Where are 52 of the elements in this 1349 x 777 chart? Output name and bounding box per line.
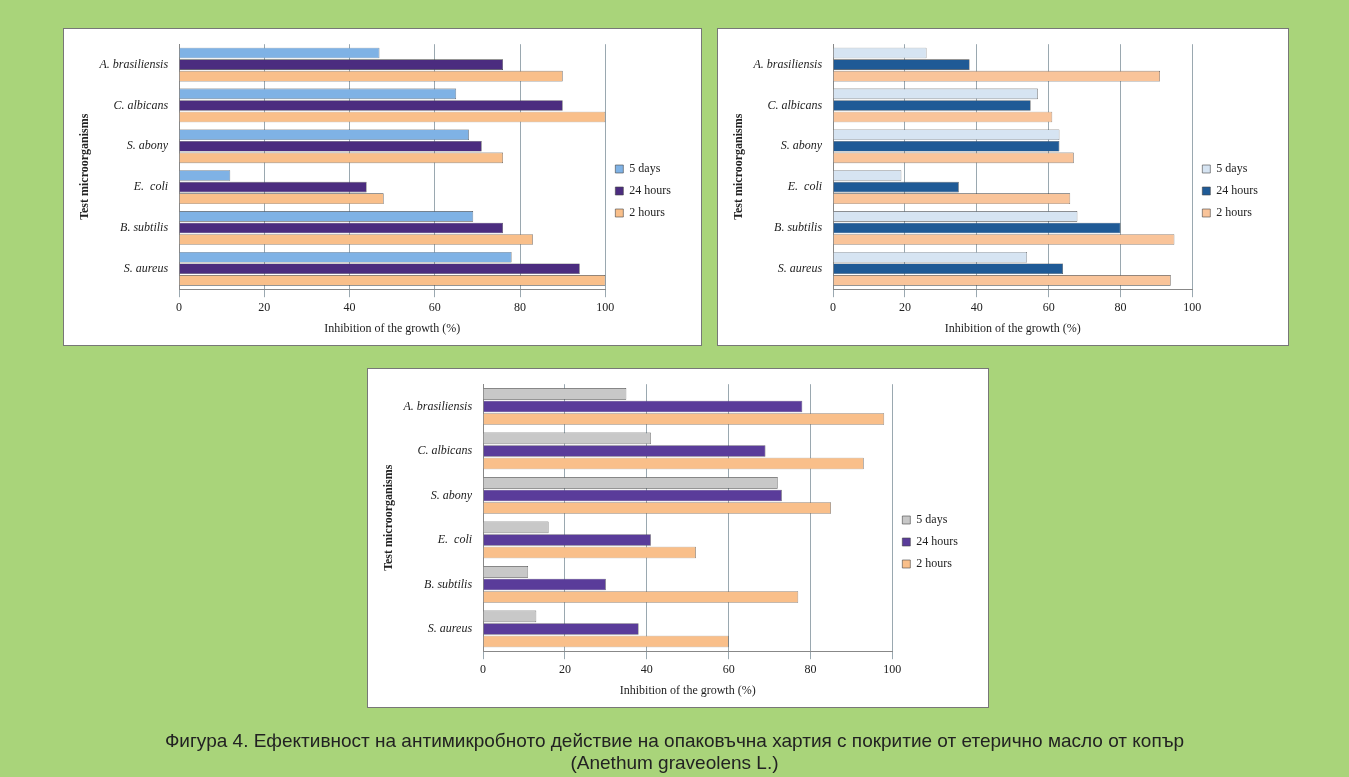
y-tick-label: A. brasiliensis [752, 56, 823, 71]
y-tick-label: E. coli [132, 179, 169, 194]
y-tick-label: B. subtilis [424, 576, 473, 591]
x-tick-label: 0 [480, 661, 487, 676]
y-tick-label: S. aureus [427, 621, 473, 636]
x-tick-label: 20 [898, 299, 911, 314]
x-tick-label: 100 [596, 299, 615, 314]
x-tick-label: 60 [1042, 299, 1055, 314]
x-tick-label: 80 [514, 299, 527, 314]
legend-label: 5 days [916, 512, 948, 527]
y-tick-label: S. aureus [777, 260, 823, 275]
y-tick-label: C. albicans [113, 97, 169, 112]
x-axis-title: Inhibition of the growth (%) [944, 320, 1081, 335]
y-tick-label: A. brasiliensis [402, 398, 473, 413]
x-tick-label: 100 [883, 661, 902, 676]
x-tick-label: 40 [343, 299, 356, 314]
y-axis-title: Test microorganisms [381, 464, 396, 571]
y-axis-title: Test microorganisms [731, 113, 746, 220]
x-tick-label: 0 [830, 299, 837, 314]
legend-label: 24 hours [629, 183, 672, 198]
y-tick-label: E. coli [786, 179, 823, 194]
y-tick-label: C. albicans [417, 443, 473, 458]
y-tick-label: S. aureus [123, 260, 169, 275]
y-tick-label: S. abony [126, 138, 169, 153]
x-axis-title: Inhibition of the growth (%) [619, 682, 756, 697]
x-tick-label: 100 [1183, 299, 1202, 314]
y-tick-label: S. abony [780, 138, 823, 153]
y-axis-title: Test microorganisms [77, 113, 92, 220]
y-tick-label: B. subtilis [120, 220, 169, 235]
x-tick-label: 80 [804, 661, 817, 676]
legend-label: 2 hours [629, 205, 666, 220]
x-tick-label: 40 [640, 661, 653, 676]
legend-label: 24 hours [916, 534, 959, 549]
y-tick-label: S. abony [430, 487, 473, 502]
x-axis-title: Inhibition of the growth (%) [324, 320, 461, 335]
y-tick-label: A. brasiliensis [98, 56, 169, 71]
x-tick-label: 0 [176, 299, 183, 314]
legend-label: 5 days [629, 161, 661, 176]
x-tick-label: 60 [428, 299, 441, 314]
legend-label: 24 hours [1216, 183, 1259, 198]
x-tick-label: 20 [558, 661, 571, 676]
x-tick-label: 40 [970, 299, 983, 314]
legend-label: 2 hours [916, 556, 953, 571]
x-tick-label: 20 [258, 299, 271, 314]
x-tick-label: 80 [1114, 299, 1127, 314]
legend-label: 2 hours [1216, 205, 1253, 220]
legend-label: 5 days [1216, 161, 1248, 176]
y-tick-label: B. subtilis [774, 220, 823, 235]
x-tick-label: 60 [722, 661, 735, 676]
y-tick-label: C. albicans [767, 97, 823, 112]
text: Фигура 4. Ефективност на антимикробното действие на опаковъчна хартия с покритие от етерично масло от копър (Anethum graveolens L.) [163, 730, 1186, 774]
y-tick-label: E. coli [436, 532, 473, 547]
